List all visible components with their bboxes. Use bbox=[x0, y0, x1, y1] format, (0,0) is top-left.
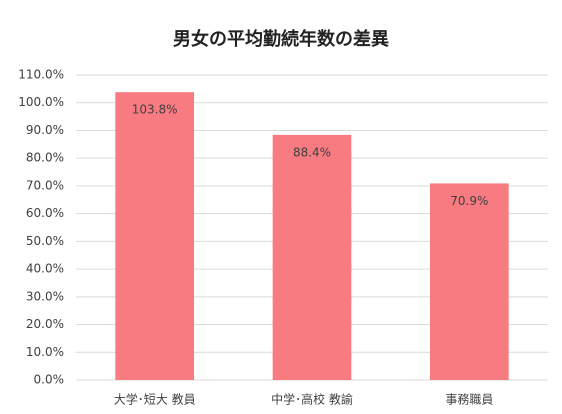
x-tick-label: 大学･短大 教員 bbox=[114, 392, 196, 407]
x-tick-label: 事務職員 bbox=[445, 393, 493, 407]
y-tick-label: 80.0% bbox=[26, 151, 64, 165]
x-tick-label: 中学･高校 教諭 bbox=[271, 392, 353, 407]
y-tick-label: 100.0% bbox=[18, 95, 64, 109]
chart-title: 男女の平均勤続年数の差異 bbox=[173, 28, 389, 50]
y-tick-label: 70.0% bbox=[26, 178, 64, 192]
bar bbox=[115, 92, 194, 380]
y-tick-label: 90.0% bbox=[26, 123, 64, 137]
y-tick-label: 50.0% bbox=[26, 234, 64, 248]
y-tick-label: 110.0% bbox=[18, 68, 64, 82]
y-tick-label: 0.0% bbox=[34, 373, 65, 387]
bar bbox=[430, 183, 509, 380]
y-tick-label: 10.0% bbox=[26, 345, 64, 359]
y-tick-label: 40.0% bbox=[26, 262, 64, 276]
data-label: 70.9% bbox=[450, 194, 488, 208]
y-tick-label: 60.0% bbox=[26, 206, 64, 220]
bar bbox=[272, 134, 352, 380]
data-label: 103.8% bbox=[132, 103, 178, 117]
y-tick-label: 30.0% bbox=[26, 289, 64, 303]
data-label: 88.4% bbox=[293, 145, 331, 159]
y-tick-label: 20.0% bbox=[26, 317, 64, 331]
